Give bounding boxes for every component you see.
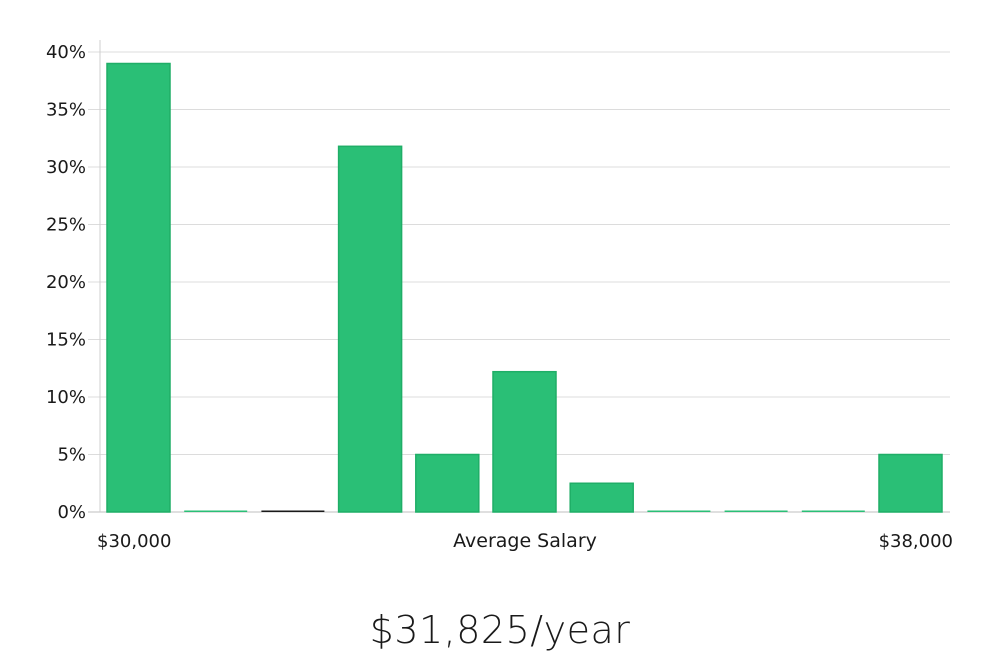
bar: [492, 370, 557, 513]
y-tick-label: 30%: [46, 157, 86, 178]
y-tick-label: 20%: [46, 272, 86, 293]
bar: [415, 453, 480, 513]
y-tick-label: 25%: [46, 215, 86, 236]
bar: [801, 510, 865, 512]
y-tick-label: 0%: [57, 502, 86, 523]
x-range-min-label: $30,000: [97, 531, 171, 552]
y-tick-label: 5%: [57, 445, 86, 466]
y-tick-label: 10%: [46, 387, 86, 408]
gridlines: [88, 51, 950, 513]
y-tick-label: 35%: [46, 100, 86, 121]
bar: [106, 62, 171, 513]
bar: [261, 510, 325, 512]
bar: [878, 453, 943, 513]
y-axis-ticks: 0% 5% 10% 15% 20% 25% 30% 35% 40%: [46, 42, 86, 523]
bar: [569, 482, 634, 513]
bar: [647, 510, 711, 512]
y-tick-label: 40%: [46, 42, 86, 63]
bar: [184, 510, 248, 512]
x-range-max-label: $38,000: [879, 531, 953, 552]
average-salary-value: $31,825/year: [369, 608, 631, 652]
bar: [724, 510, 788, 512]
salary-histogram: 0% 5% 10% 15% 20% 25% 30% 35% 40% $30,000 Averag…: [46, 40, 953, 552]
bar: [337, 145, 403, 513]
y-tick-label: 15%: [46, 330, 86, 351]
x-axis-label: Average Salary: [453, 530, 597, 552]
bars: [106, 62, 943, 513]
